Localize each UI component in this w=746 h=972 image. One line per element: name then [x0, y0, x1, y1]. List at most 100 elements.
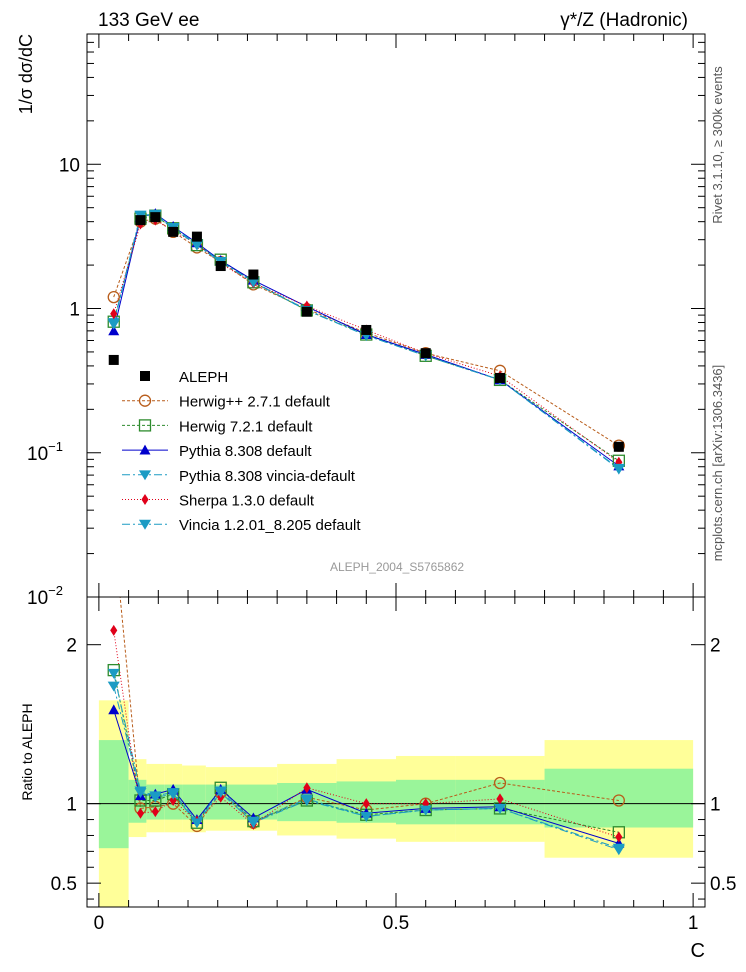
legend-marker-sherpa [141, 494, 149, 505]
band-inner-0 [98, 740, 129, 849]
ratio-point-vincia-9 [419, 805, 432, 816]
main-y-axis-title: 1/σ dσ/dC [16, 34, 36, 114]
ratio-markers-vincia [107, 681, 625, 854]
main-x-ticks [98, 34, 694, 597]
legend-entry-pythia: Pythia 8.308 default [122, 443, 312, 460]
ratio-point-pythia-0 [108, 704, 120, 715]
legend-marker-vincia_default [138, 470, 152, 481]
point-vincia-6 [247, 277, 260, 288]
ratio-point-sherpa-10 [496, 793, 504, 805]
legend-marker-herwigpp [138, 394, 152, 407]
main-plot-area [107, 208, 625, 475]
legend-marker-pythia [139, 444, 151, 455]
ratio-point-vincia-7 [300, 796, 313, 806]
main-y-axis: 10−2 10−1 1 10 [27, 33, 705, 609]
legend-entry-vincia_default: Pythia 8.308 vincia-default [122, 468, 356, 485]
point-herwigpp-0 [107, 290, 120, 304]
ratio-ytick-label-right-1: 1 [710, 795, 721, 816]
ratio-xtick-label-2: 1 [688, 913, 699, 934]
legend-entry-ALEPH: ALEPH [140, 369, 228, 386]
ratio-point-sherpa-0 [110, 624, 118, 636]
ratio-ytick-label-left-2: 2 [66, 636, 77, 657]
point-ALEPH-7 [301, 306, 312, 317]
ratio-plot-area [87, 597, 705, 907]
legend-marker-herwig7 [138, 419, 152, 432]
ratio-point-sherpa-1 [136, 807, 145, 819]
main-series-group [107, 208, 625, 475]
ratio-point-vincia-2 [149, 792, 162, 803]
point-pythia-0 [108, 325, 120, 336]
ratio-point-vincia-6 [247, 818, 260, 829]
point-vincia-4 [190, 240, 203, 251]
main-ytick-exponent-0: −2 [48, 583, 63, 598]
markers-ALEPH [108, 212, 624, 452]
mcplots-label: mcplots.cern.ch [arXiv:1306.3436] [710, 365, 725, 562]
ratio-ytick-label-right-0: 0.5 [710, 874, 736, 895]
legend-label-pythia: Pythia 8.308 default [179, 443, 312, 460]
ratio-point-vincia-0 [107, 681, 120, 692]
ratio-point-herwigpp-11 [612, 794, 625, 807]
ratio-point-sherpa-7 [303, 782, 311, 794]
ratio-y-axis-title: Ratio to ALEPH [19, 703, 35, 800]
header-process-label: γ*/Z (Hadronic) [560, 10, 688, 31]
main-ytick-label-3: 10 [59, 155, 80, 176]
point-ALEPH-4 [191, 231, 202, 242]
ratio-ytick-label-left-0: 0.5 [51, 874, 77, 895]
point-ALEPH-10 [494, 372, 505, 383]
point-ALEPH-9 [420, 348, 431, 359]
point-vincia-11 [612, 463, 625, 474]
main-ytick-label-0: 10−2 [27, 583, 63, 609]
legend-marker-ALEPH [140, 371, 150, 381]
ratio-line-herwig7 [113, 669, 619, 833]
ratio-line-herwigpp [119, 597, 619, 827]
point-ALEPH-2 [150, 212, 161, 223]
legend-label-vincia: Vincia 1.2.01_8.205 default [179, 517, 361, 534]
rivet-version-label: Rivet 3.1.10, ≥ 300k events [710, 66, 725, 224]
legend-label-herwig7: Herwig 7.2.1 default [179, 418, 313, 435]
ratio-ytick-label-left-1: 1 [66, 795, 77, 816]
legend-marker-vincia [138, 519, 152, 530]
legend-label-sherpa: Sherpa 1.3.0 default [179, 493, 315, 510]
legend-entry-vincia: Vincia 1.2.01_8.205 default [122, 517, 361, 534]
point-sherpa-0 [110, 308, 118, 320]
legend-label-herwigpp: Herwig++ 2.7.1 default [179, 394, 331, 411]
legend-entry-sherpa: Sherpa 1.3.0 default [122, 493, 315, 510]
main-ytick-label-1: 10−1 [27, 439, 63, 465]
point-vincia-0 [107, 319, 120, 330]
point-ALEPH-1 [135, 215, 146, 226]
ratio-point-vincia-8 [360, 811, 373, 822]
legend-entry-herwigpp: Herwig++ 2.7.1 default [122, 394, 331, 411]
ratio-series-group [107, 597, 625, 856]
ratio-point-vincia-11 [612, 843, 625, 854]
ratio-ytick-label-right-2: 2 [710, 636, 721, 657]
point-ALEPH-11 [613, 441, 624, 452]
header-energy-label: 133 GeV ee [98, 10, 199, 31]
point-ALEPH-6 [248, 269, 259, 280]
x-axis-title: C [691, 940, 705, 962]
ratio-point-vincia_default-0 [107, 668, 120, 679]
ratio-line-vincia [113, 685, 619, 849]
band-inner-4 [182, 784, 206, 820]
point-ALEPH-0 [108, 354, 119, 365]
point-ALEPH-3 [168, 226, 179, 237]
band-inner-10 [544, 768, 694, 828]
ratio-point-vincia-5 [214, 788, 227, 799]
ratio-point-herwigpp-10 [493, 776, 507, 790]
main-ytick-exponent-1: −1 [48, 439, 63, 454]
legend-entry-herwig7: Herwig 7.2.1 default [122, 418, 313, 435]
main-plot-panel: 10−2 10−1 1 10 1/σ dσ/dC ALEPH_2004_S576586… [16, 33, 706, 609]
ratio-plot-panel: 0.5 0.5 1 1 2 2 0 0.5 1 Ratio to ALEPH C [19, 596, 736, 962]
ratio-point-sherpa-8 [362, 798, 370, 810]
legend: ALEPH Herwig++ 2.7.1 default Herwig 7.2.1 … [122, 369, 361, 534]
ratio-point-sherpa-11 [615, 831, 623, 843]
main-ytick-label-2: 1 [69, 300, 80, 321]
ratio-point-vincia-1 [134, 788, 147, 799]
ratio-point-vincia-4 [190, 818, 203, 829]
ratio-point-vincia-3 [167, 789, 180, 800]
ratio-axes: 0.5 0.5 1 1 2 2 0 0.5 1 [51, 597, 736, 934]
point-ALEPH-5 [215, 261, 226, 272]
ratio-xtick-label-1: 0.5 [383, 913, 409, 934]
ratio-point-vincia-10 [493, 804, 507, 814]
legend-label-ALEPH: ALEPH [179, 369, 228, 386]
